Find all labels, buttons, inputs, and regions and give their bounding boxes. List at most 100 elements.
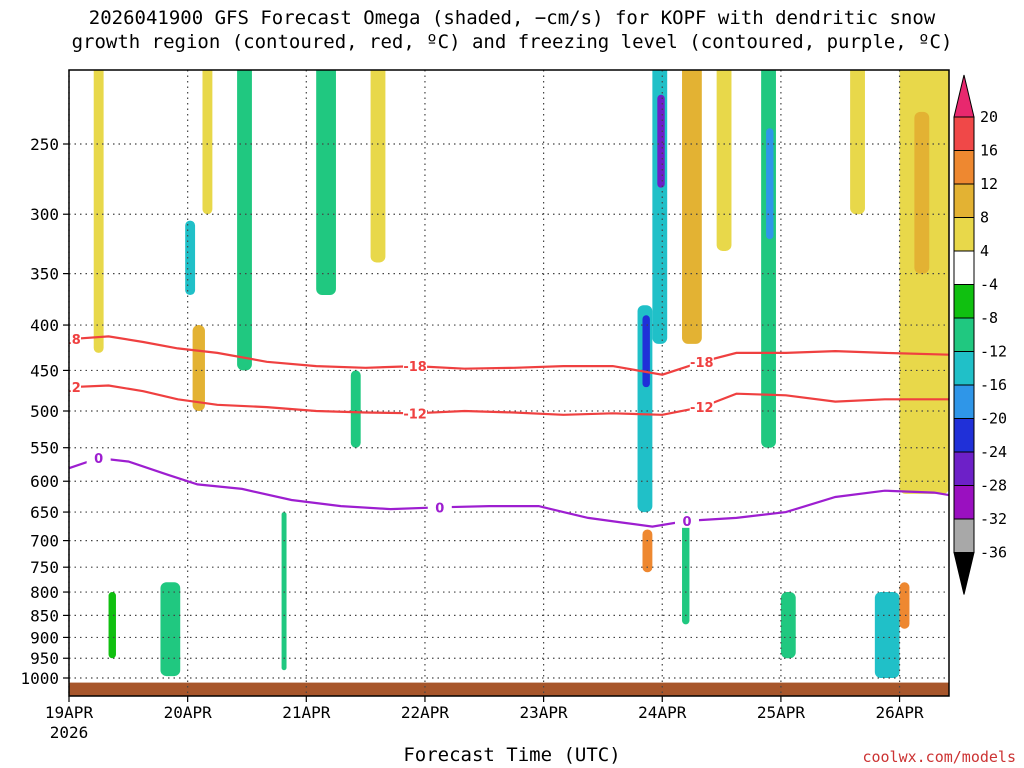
contour-label-bg-0-0 — [69, 331, 81, 347]
x-tick-sublabel-0: 2026 — [50, 723, 89, 742]
contour-label-bg-1-2 — [689, 399, 714, 415]
omega-cell-15 — [761, 70, 776, 448]
contour-label-2-2: 0 — [682, 515, 691, 530]
y-tick-label-4: 450 — [30, 361, 59, 380]
contour-label-0-1: -18 — [403, 360, 427, 375]
colorbar-top-arrow — [953, 74, 975, 118]
colorbar-legend: 20 16 12 8 4 -4 -8 -12 -16 -20 -24 -28 -32 -36 — [953, 74, 1007, 595]
y-tick-label-2: 350 — [30, 265, 59, 284]
site-credit: coolwx.com/models — [862, 748, 1016, 766]
colorbar-label-11: -28 — [980, 477, 1007, 495]
contour-label-bg-1-0 — [69, 379, 81, 395]
omega-cell-19 — [899, 70, 949, 494]
colorbar-swatch-4 — [953, 217, 975, 252]
omega-cell-27 — [281, 512, 287, 671]
colorbar-label-3: 8 — [980, 209, 989, 227]
contour-line-1 — [69, 384, 949, 416]
colorbar-swatch-1 — [953, 116, 975, 151]
colorbar-swatch-13 — [953, 518, 975, 553]
contour-label-2-0: 0 — [94, 452, 103, 467]
colorbar-label-0: 20 — [980, 108, 998, 126]
x-tick-label-7: 26APR — [875, 703, 924, 722]
contour-label-0-0: -18 — [57, 333, 81, 348]
ground-surface-band — [69, 682, 949, 696]
y-tick-label-12: 850 — [30, 606, 59, 625]
y-tick-label-8: 650 — [30, 503, 59, 522]
omega-cell-18 — [899, 582, 910, 629]
colorbar-swatch-10 — [953, 418, 975, 453]
omega-cell-10 — [642, 315, 650, 388]
omega-cell-24 — [716, 70, 732, 251]
contour-label-1-2: -12 — [690, 401, 714, 416]
x-tick-label-5: 24APR — [638, 703, 687, 722]
colorbar-label-8: -16 — [980, 376, 1007, 394]
chart-title-line2: growth region (contoured, red, ºC) and f… — [71, 31, 953, 53]
colorbar-swatch-8 — [953, 351, 975, 386]
contour-label-0-2: -18 — [690, 356, 714, 371]
x-tick-label-2: 21APR — [282, 703, 331, 722]
omega-cell-6 — [237, 70, 252, 371]
gridlines — [68, 70, 949, 696]
contour-label-bg-2-2 — [674, 512, 699, 528]
x-tick-label-3: 22APR — [401, 703, 450, 722]
y-tick-label-9: 700 — [30, 532, 59, 551]
y-tick-label-3: 400 — [30, 316, 59, 335]
y-tick-label-6: 550 — [30, 439, 59, 458]
chart-title-line1: 2026041900 GFS Forecast Omega (shaded, −… — [88, 7, 936, 29]
omega-cell-13 — [642, 529, 653, 573]
contour-label-1-0: -12 — [57, 381, 81, 396]
colorbar-label-12: -32 — [980, 510, 1007, 528]
y-tick-label-10: 750 — [30, 558, 59, 577]
omega-cell-5 — [185, 220, 196, 296]
colorbar-swatch-7 — [953, 317, 975, 352]
contour-label-bg-2-0 — [86, 450, 111, 466]
omega-cell-22 — [202, 70, 213, 215]
omega-shading — [93, 70, 949, 678]
colorbar-label-4: 4 — [980, 242, 989, 260]
y-tick-label-7: 600 — [30, 472, 59, 491]
temperature-contours: -18 -18 -18 -12 -12 -12 0 0 0 — [57, 331, 949, 530]
colorbar-swatch-5 — [953, 250, 975, 285]
colorbar-swatch-2 — [953, 150, 975, 185]
x-tick-label-1: 20APR — [164, 703, 213, 722]
omega-cell-28 — [682, 512, 690, 625]
omega-cell-29 — [780, 592, 796, 659]
x-axis-label: Forecast Time (UTC) — [403, 744, 621, 766]
x-tick-label-4: 23APR — [520, 703, 569, 722]
omega-cell-25 — [850, 70, 865, 215]
x-tick-label-0: 19APR — [45, 703, 94, 722]
colorbar-bottom-arrow — [953, 552, 975, 595]
omega-cell-23 — [370, 70, 386, 263]
contour-line-0 — [69, 335, 949, 376]
contour-label-2-1: 0 — [435, 501, 444, 516]
omega-cell-21 — [93, 70, 104, 353]
y-tick-label-5: 500 — [30, 402, 59, 421]
contour-label-bg-2-1 — [427, 499, 452, 515]
omega-cell-16 — [766, 128, 774, 240]
colorbar-label-6: -8 — [980, 309, 998, 327]
omega-cell-2 — [160, 582, 181, 677]
x-tick-label-6: 25APR — [757, 703, 806, 722]
colorbar-label-10: -24 — [980, 443, 1007, 461]
omega-cell-14 — [682, 70, 702, 344]
y-tick-label-0: 250 — [30, 135, 59, 154]
colorbar-label-1: 16 — [980, 142, 998, 160]
y-tick-label-11: 800 — [30, 583, 59, 602]
colorbar-swatch-6 — [953, 284, 975, 319]
omega-cell-3 — [108, 592, 116, 659]
omega-cell-8 — [350, 370, 361, 448]
omega-cell-7 — [316, 70, 336, 296]
colorbar-swatch-12 — [953, 485, 975, 520]
contour-label-bg-0-2 — [689, 353, 714, 369]
colorbar-label-2: 12 — [980, 175, 998, 193]
contour-label-1-1: -12 — [403, 407, 427, 422]
y-tick-label-1: 300 — [30, 205, 59, 224]
contour-line-2 — [69, 456, 949, 528]
omega-cell-4 — [192, 325, 205, 411]
colorbar-label-13: -36 — [980, 544, 1007, 562]
omega-cell-17 — [874, 592, 900, 678]
y-axis-ticks: 250 300 350 400 450 500 550 600 650 700 750 800 850 9… — [20, 135, 69, 688]
y-tick-label-13: 900 — [30, 628, 59, 647]
